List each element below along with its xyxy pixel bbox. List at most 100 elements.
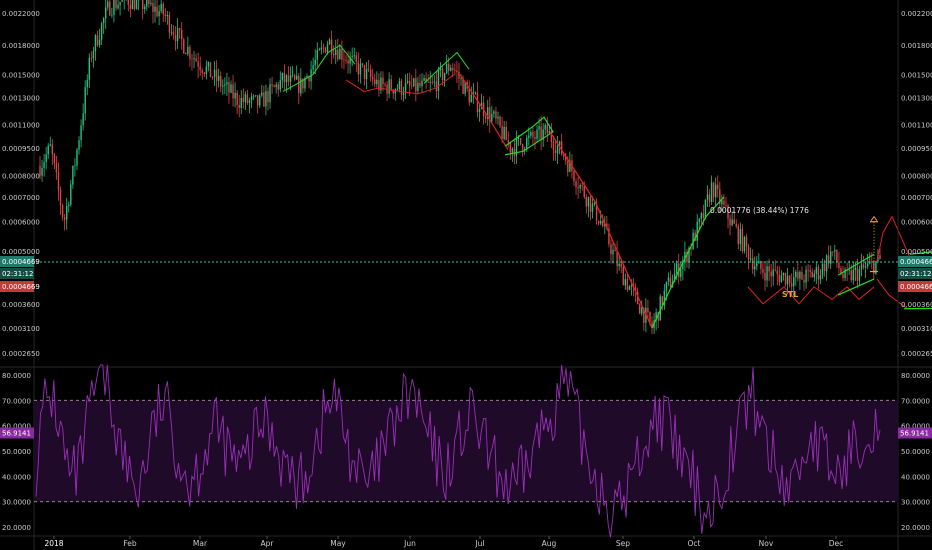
candle-body bbox=[144, 6, 146, 10]
green-channel-top bbox=[837, 253, 875, 276]
price-tick-label-left: 0.0009500 bbox=[2, 145, 40, 153]
candle-body bbox=[733, 219, 735, 224]
candle-body bbox=[152, 2, 154, 12]
candle-body bbox=[852, 269, 855, 281]
candle-body bbox=[257, 95, 259, 106]
rsi-value-label-left: 56.9141 bbox=[2, 429, 31, 437]
candle-body bbox=[567, 160, 569, 172]
candle-body bbox=[332, 53, 335, 55]
candle-body bbox=[788, 275, 791, 284]
candle-body bbox=[682, 260, 684, 270]
candle-body bbox=[408, 80, 411, 86]
candle-body bbox=[261, 92, 263, 96]
candle-body bbox=[521, 144, 524, 151]
candle-body bbox=[74, 165, 76, 167]
rsi-tick-label-right: 20.0000 bbox=[901, 524, 930, 532]
arrow-up-icon bbox=[870, 215, 878, 222]
candle-body bbox=[419, 82, 421, 87]
candle-body bbox=[741, 229, 744, 252]
countdown-label-right-bg bbox=[898, 268, 932, 280]
candle-body bbox=[80, 125, 82, 141]
candle-body bbox=[665, 281, 668, 291]
candle-body bbox=[96, 35, 99, 46]
candle-body bbox=[84, 87, 86, 114]
candle-body bbox=[673, 273, 676, 282]
candle-body bbox=[643, 307, 645, 323]
candle-body bbox=[427, 81, 429, 83]
candle-body bbox=[550, 131, 553, 142]
candle-body bbox=[458, 71, 460, 79]
candle-body bbox=[854, 267, 857, 270]
countdown-label-left-bg bbox=[0, 268, 34, 280]
candle-body bbox=[727, 205, 729, 219]
candle-body bbox=[324, 47, 327, 53]
candle-body bbox=[238, 104, 240, 109]
candle-body bbox=[821, 263, 824, 276]
candle-body bbox=[347, 60, 349, 64]
candle-body bbox=[809, 270, 811, 272]
candle-body bbox=[345, 59, 347, 61]
price-tick-label-right: 0.0008000 bbox=[901, 173, 932, 181]
candle-body bbox=[694, 232, 696, 241]
time-tick-label: Nov bbox=[759, 539, 774, 548]
price-tick-label-right: 0.0011000 bbox=[901, 121, 932, 129]
candle-body bbox=[113, 0, 115, 15]
candle-body bbox=[478, 109, 481, 113]
candle-body bbox=[464, 81, 466, 94]
price-tick-label-left: 0.0007000 bbox=[2, 194, 40, 202]
price-range-annotation: 0.0001776 (38.44%) 1776 bbox=[710, 206, 809, 215]
candle-body bbox=[320, 47, 323, 50]
candle-body bbox=[534, 137, 536, 139]
candle-body bbox=[330, 39, 333, 54]
candle-body bbox=[801, 271, 803, 280]
candle-body bbox=[441, 68, 444, 81]
candle-body bbox=[552, 141, 555, 150]
candle-body bbox=[285, 75, 288, 83]
candle-body bbox=[474, 92, 477, 94]
candle-body bbox=[191, 58, 193, 60]
candle-body bbox=[213, 69, 216, 78]
rsi-tick-label-right: 40.0000 bbox=[901, 473, 930, 481]
candle-body bbox=[698, 218, 700, 222]
candle-body bbox=[197, 61, 199, 67]
candle-body bbox=[41, 167, 43, 176]
candle-body bbox=[620, 263, 622, 267]
candle-body bbox=[141, 0, 144, 10]
candle-body bbox=[183, 39, 185, 53]
candle-body bbox=[593, 202, 596, 204]
candle-body bbox=[840, 268, 842, 275]
candle-body bbox=[166, 14, 169, 17]
candle-body bbox=[228, 82, 230, 93]
candle-body bbox=[827, 255, 830, 264]
candle-body bbox=[222, 85, 224, 87]
time-tick-label: Dec bbox=[829, 539, 844, 548]
time-tick-label: Sep bbox=[616, 539, 630, 548]
candle-body bbox=[376, 79, 378, 85]
candle-body bbox=[770, 271, 772, 277]
candle-body bbox=[599, 220, 602, 224]
green-channel-bottom bbox=[837, 278, 875, 296]
candle-body bbox=[626, 279, 629, 290]
candle-body bbox=[684, 251, 686, 261]
candle-body bbox=[879, 255, 881, 260]
candle-body bbox=[318, 49, 321, 51]
candle-body bbox=[185, 52, 187, 55]
current-price-label-right: 0.0004669 bbox=[900, 258, 932, 266]
candle-body bbox=[659, 296, 661, 321]
second-price-label-right-bg bbox=[898, 281, 932, 293]
candle-body bbox=[805, 269, 807, 283]
candle-body bbox=[59, 190, 62, 206]
candle-body bbox=[402, 93, 405, 95]
candle-body bbox=[858, 269, 861, 281]
candle-body bbox=[719, 189, 721, 205]
price-tick-label-right: 0.0007000 bbox=[901, 194, 932, 202]
candle-body bbox=[380, 77, 382, 91]
candle-body bbox=[283, 72, 286, 83]
candle-body bbox=[456, 70, 458, 72]
candle-body bbox=[312, 65, 314, 70]
rsi-value-label-left-bg bbox=[0, 427, 34, 439]
candle-body bbox=[470, 94, 472, 103]
price-tick-label-right: 0.0006000 bbox=[901, 219, 932, 227]
candle-body bbox=[53, 154, 56, 164]
